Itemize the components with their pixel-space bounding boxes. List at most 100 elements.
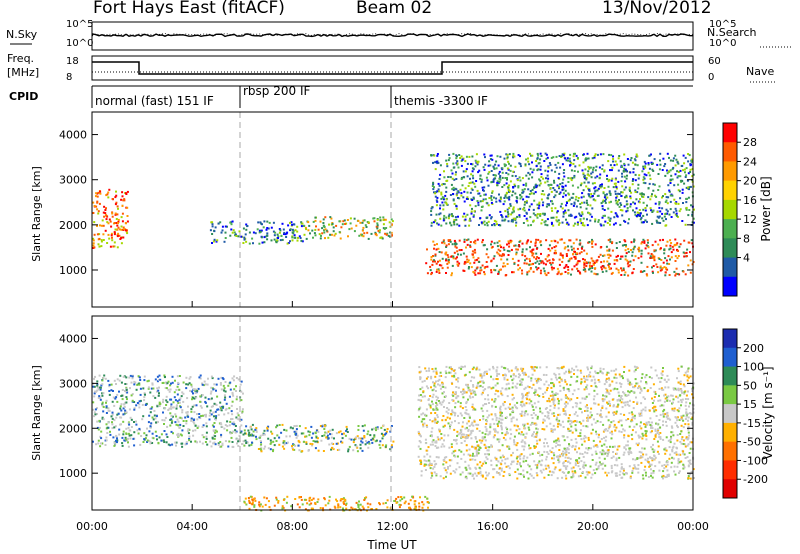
echo-cell [98, 245, 101, 248]
echo-cell [525, 242, 528, 245]
echo-cell [643, 240, 646, 243]
echo-cell [604, 267, 607, 270]
echo-cell [479, 217, 482, 220]
echo-cell [633, 240, 635, 243]
echo-cell [374, 231, 377, 234]
echo-cell [358, 437, 360, 440]
echo-cell [669, 258, 671, 261]
echo-cell [593, 156, 596, 159]
echo-cell [686, 379, 689, 382]
echo-cell [670, 461, 673, 464]
echo-cell [644, 219, 647, 222]
echo-cell [116, 228, 118, 231]
echo-cell [381, 237, 384, 240]
echo-cell [651, 168, 654, 171]
echo-cell [182, 392, 185, 395]
echo-cell [167, 388, 170, 391]
echo-cell [686, 374, 689, 377]
echo-cell [541, 412, 544, 415]
echo-cell [434, 390, 437, 392]
echo-cell [176, 433, 179, 436]
echo-cell [662, 238, 664, 241]
echo-cell [670, 466, 673, 469]
echo-cell [665, 196, 668, 199]
echo-cell [645, 374, 648, 377]
echo-cell [626, 259, 629, 262]
echo-cell [169, 384, 172, 387]
echo-cell [544, 464, 547, 467]
echo-cell [447, 434, 450, 437]
echo-cell [669, 247, 672, 250]
echo-cell [597, 220, 600, 223]
echo-cell [683, 252, 686, 255]
echo-cell [292, 443, 295, 446]
echo-cell [652, 383, 655, 386]
echo-cell [479, 269, 482, 272]
echo-cell [678, 453, 681, 456]
echo-cell [219, 408, 222, 411]
echo-cell [599, 186, 602, 189]
echo-cell [532, 252, 535, 255]
echo-cell [551, 209, 554, 212]
echo-cell [453, 178, 456, 181]
echo-cell [570, 273, 572, 276]
echo-cell [454, 420, 456, 423]
echo-cell [304, 226, 307, 229]
echo-cell [133, 421, 135, 423]
echo-cell [446, 266, 449, 269]
echo-cell [441, 183, 444, 186]
echo-cell [215, 404, 218, 406]
echo-cell [677, 462, 680, 465]
echo-cell [235, 390, 237, 392]
echo-cell [620, 467, 623, 470]
echo-cell [99, 398, 102, 401]
echo-cell [684, 156, 687, 159]
echo-cell [454, 242, 457, 245]
echo-cell [277, 237, 279, 239]
echo-cell [458, 366, 461, 369]
echo-cell [115, 416, 118, 419]
echo-cell [569, 177, 572, 180]
echo-cell [470, 431, 473, 434]
echo-cell [212, 240, 215, 243]
echo-cell [430, 210, 433, 213]
echo-cell [471, 396, 474, 399]
echo-cell [672, 159, 675, 162]
freq-label: Freq. [7, 52, 34, 65]
echo-cell [553, 393, 556, 396]
echo-cell [477, 160, 480, 163]
echo-cell [658, 469, 661, 472]
echo-cell [501, 216, 504, 219]
echo-cell [676, 257, 679, 260]
echo-cell [601, 207, 604, 210]
echo-cell [581, 453, 584, 455]
echo-cell [539, 152, 542, 155]
echo-cell [545, 374, 548, 376]
echo-cell [644, 165, 647, 168]
echo-cell [592, 198, 595, 201]
echo-cell [558, 187, 560, 190]
echo-cell [385, 432, 388, 435]
echo-cell [433, 259, 435, 262]
echo-cell [493, 468, 496, 471]
echo-cell [605, 428, 607, 431]
echo-cell [594, 421, 597, 424]
echo-cell [590, 270, 593, 273]
echo-cell [324, 216, 327, 219]
echo-cell [436, 153, 439, 155]
echo-cell [312, 220, 315, 223]
echo-cell [491, 180, 494, 183]
echo-cell [473, 182, 476, 185]
echo-cell [668, 263, 671, 265]
echo-cell [375, 429, 377, 432]
echo-cell [677, 175, 680, 178]
echo-cell [104, 209, 107, 211]
echo-cell [521, 397, 524, 400]
echo-cell [175, 441, 178, 444]
echo-cell [331, 446, 333, 449]
echo-cell [517, 248, 519, 251]
echo-cell [99, 435, 102, 438]
echo-cell [346, 431, 349, 433]
echo-cell [297, 444, 300, 447]
echo-cell [434, 195, 437, 198]
